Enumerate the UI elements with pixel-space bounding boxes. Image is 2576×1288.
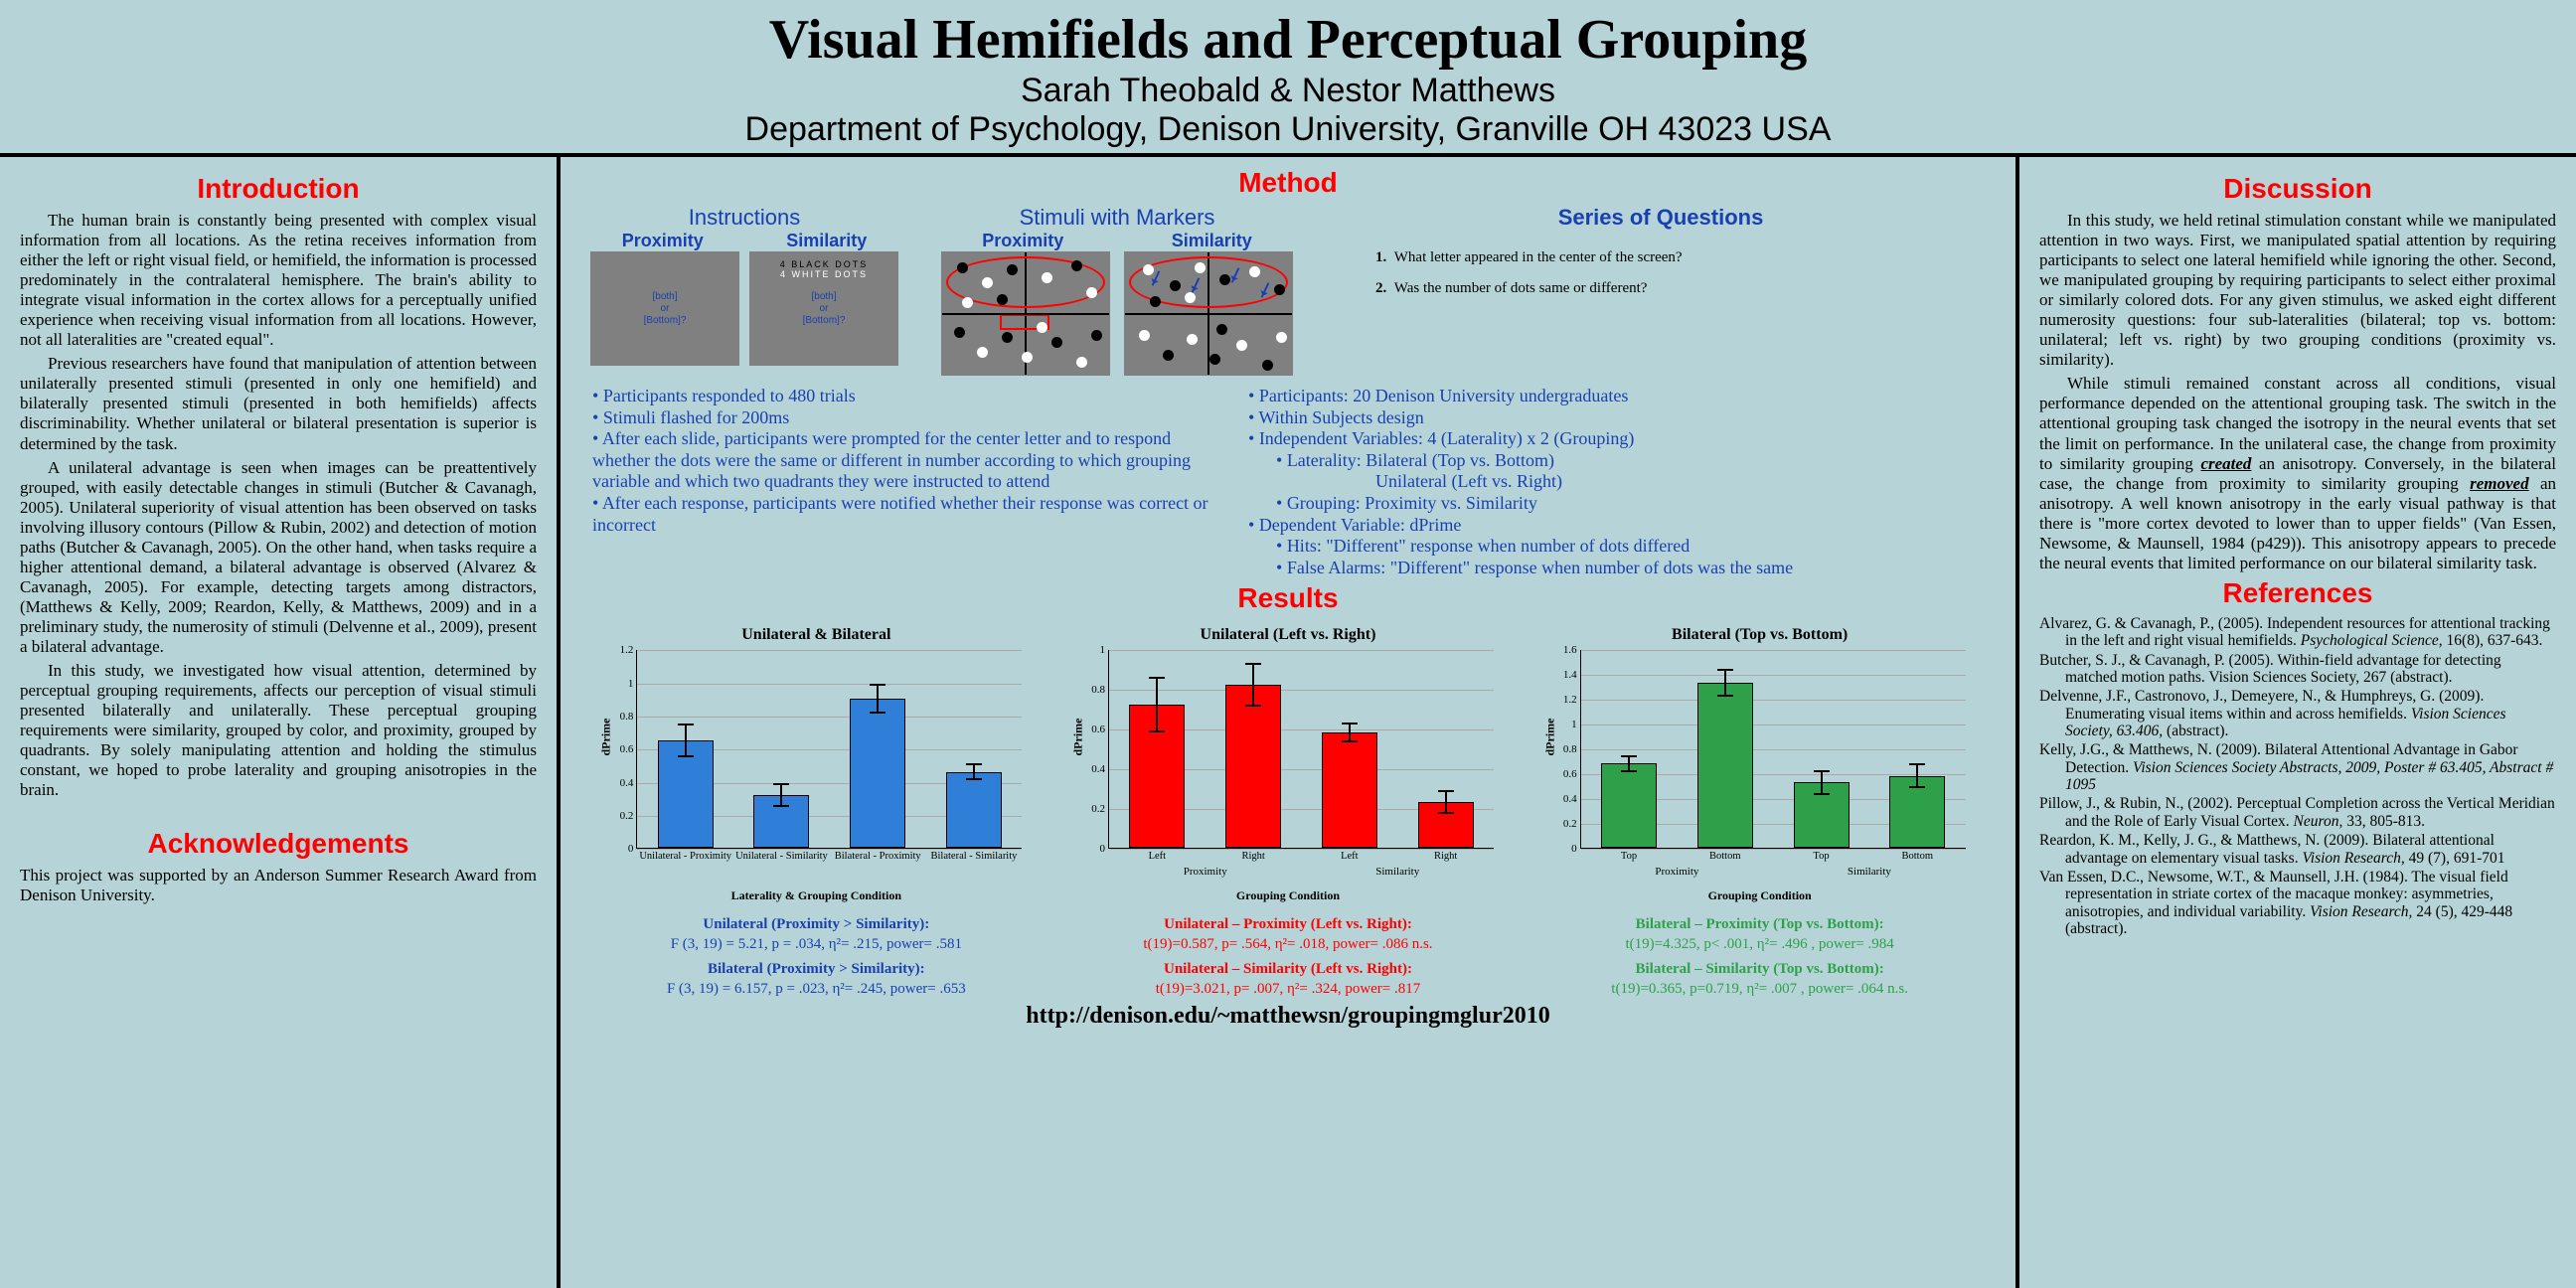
chart-1-stats: Unilateral (Proximity > Similarity): F (… [602,915,1030,999]
chart-2-stats: Unilateral – Proximity (Left vs. Right):… [1074,915,1502,999]
chart-3-title: Bilateral (Top vs. Bottom) [1546,626,1974,644]
stimuli-block: Stimuli with Markers Proximity Similarit… [928,205,1306,376]
discussion-body: In this study, we held retinal stimulati… [2039,211,2556,573]
mb-r4a: • Hits: "Different" response when number… [1236,536,1996,558]
disc-para-1: In this study, we held retinal stimulati… [2039,211,2556,370]
ref-1: Alvarez, G. & Cavanagh, P., (2005). Inde… [2039,615,2556,650]
method-bullets-left: • Participants responded to 480 trials •… [580,386,1216,578]
ref-4: Kelly, J.G., & Matthews, N. (2009). Bila… [2039,741,2556,793]
poster-authors: Sarah Theobald & Nestor Matthews [0,72,2576,110]
method-figures-row: Instructions Proximity Similarity [both]… [580,205,1996,376]
instructions-stim-proximity: [both]or[Bottom]? [590,251,739,366]
question-1: 1. What letter appeared in the center of… [1326,248,1996,267]
ref-2: Butcher, S. J., & Cavanagh, P. (2005). W… [2039,652,2556,687]
ref-3: Delvenne, J.F., Castronovo, J., Demeyere… [2039,688,2556,739]
chart-1-area: dPrime 00.20.40.60.811.2Unilateral - Pro… [636,650,1022,849]
poster-affiliation: Department of Psychology, Denison Univer… [0,110,2576,149]
poster-title: Visual Hemifields and Perceptual Groupin… [0,8,2576,72]
chart-3-stats: Bilateral – Proximity (Top vs. Bottom): … [1546,915,1974,999]
ack-text: This project was supported by an Anderso… [20,866,537,905]
mb-r3b: Unilateral (Left vs. Right) [1236,471,1996,493]
mb-l1: • Participants responded to 480 trials [580,386,1216,407]
method-bullets-row: • Participants responded to 480 trials •… [580,386,1996,578]
introduction-heading: Introduction [20,173,537,205]
disc-para-2: While stimuli remained constant across a… [2039,374,2556,572]
instructions-block: Instructions Proximity Similarity [both]… [580,205,908,376]
ref-6: Reardon, K. M., Kelly, J. G., & Matthews… [2039,832,2556,867]
poster: Visual Hemifields and Perceptual Groupin… [0,0,2576,1288]
instructions-stim-similarity: 4 BLACK DOTS4 WHITE DOTS [both]or[Bottom… [749,251,898,366]
stimuli-label: Stimuli with Markers [928,205,1306,231]
questions-block: Series of Questions 1. What letter appea… [1326,205,1996,376]
proximity-label: Proximity [622,231,704,251]
q2-text: Was the number of dots same or different… [1394,280,1648,296]
question-2: 2. Was the number of dots same or differ… [1326,279,1996,298]
mb-r4b: • False Alarms: "Different" response whe… [1236,558,1996,579]
ref-7: Van Essen, D.C., Newsome, W.T., & Maunse… [2039,869,2556,937]
middle-column: Method Instructions Proximity Similarity… [557,157,2019,1288]
left-column: Introduction The human brain is constant… [0,157,557,1288]
q1-text: What letter appeared in the center of th… [1394,249,1683,265]
method-bullets-right: • Participants: 20 Denison University un… [1236,386,1996,578]
mb-r3: • Independent Variables: 4 (Laterality) … [1236,428,1996,450]
acknowledgements-body: This project was supported by an Anderso… [20,866,537,905]
poster-url: http://denison.edu/~matthewsn/groupingmg… [580,1003,1996,1030]
instructions-label: Instructions [580,205,908,231]
mb-l2: • Stimuli flashed for 200ms [580,407,1216,429]
right-column: Discussion In this study, we held retina… [2019,157,2576,1288]
chart-3-area: dPrime 00.20.40.60.811.21.41.6TopBottomT… [1580,650,1966,849]
intro-para-4: In this study, we investigated how visua… [20,661,537,800]
mb-r1: • Participants: 20 Denison University un… [1236,386,1996,407]
references-list: Alvarez, G. & Cavanagh, P., (2005). Inde… [2039,615,2556,937]
charts-row: Unilateral & Bilateral dPrime 00.20.40.6… [580,626,1996,999]
chart-2-title: Unilateral (Left vs. Right) [1074,626,1502,644]
references-heading: References [2039,577,2556,609]
chart-3-xlabel: Grouping Condition [1546,888,1974,903]
mb-r2: • Within Subjects design [1236,407,1996,429]
intro-para-2: Previous researchers have found that man… [20,354,537,453]
mb-l3: • After each slide, participants were pr… [580,428,1216,493]
chart-2: Unilateral (Left vs. Right) dPrime 00.20… [1074,626,1502,999]
introduction-body: The human brain is constantly being pres… [20,211,537,800]
intro-para-1: The human brain is constantly being pres… [20,211,537,350]
similarity-label-2: Similarity [1172,231,1252,251]
intro-para-3: A unilateral advantage is seen when imag… [20,458,537,657]
mb-l4: • After each response, participants were… [580,493,1216,536]
chart-1-xlabel: Laterality & Grouping Condition [602,888,1030,903]
chart-2-xlabel: Grouping Condition [1074,888,1502,903]
method-heading: Method [580,167,1996,199]
results-heading: Results [580,582,1996,614]
stimulus-proximity [941,251,1110,376]
chart-2-area: dPrime 00.20.40.60.81LeftRightLeftRightP… [1108,650,1494,849]
similarity-label: Similarity [786,231,867,251]
series-label: Series of Questions [1326,205,1996,231]
poster-header: Visual Hemifields and Perceptual Groupin… [0,0,2576,157]
stimulus-similarity [1124,251,1293,376]
discussion-heading: Discussion [2039,173,2556,205]
chart-1: Unilateral & Bilateral dPrime 00.20.40.6… [602,626,1030,999]
ref-5: Pillow, J., & Rubin, N., (2002). Percept… [2039,795,2556,830]
mb-r4: • Dependent Variable: dPrime [1236,515,1996,537]
proximity-label-2: Proximity [982,231,1063,251]
chart-1-title: Unilateral & Bilateral [602,626,1030,644]
mb-r3a: • Laterality: Bilateral (Top vs. Bottom) [1236,450,1996,472]
columns: Introduction The human brain is constant… [0,157,2576,1288]
mb-r3c: • Grouping: Proximity vs. Similarity [1236,493,1996,515]
acknowledgements-heading: Acknowledgements [20,828,537,860]
chart-3: Bilateral (Top vs. Bottom) dPrime 00.20.… [1546,626,1974,999]
